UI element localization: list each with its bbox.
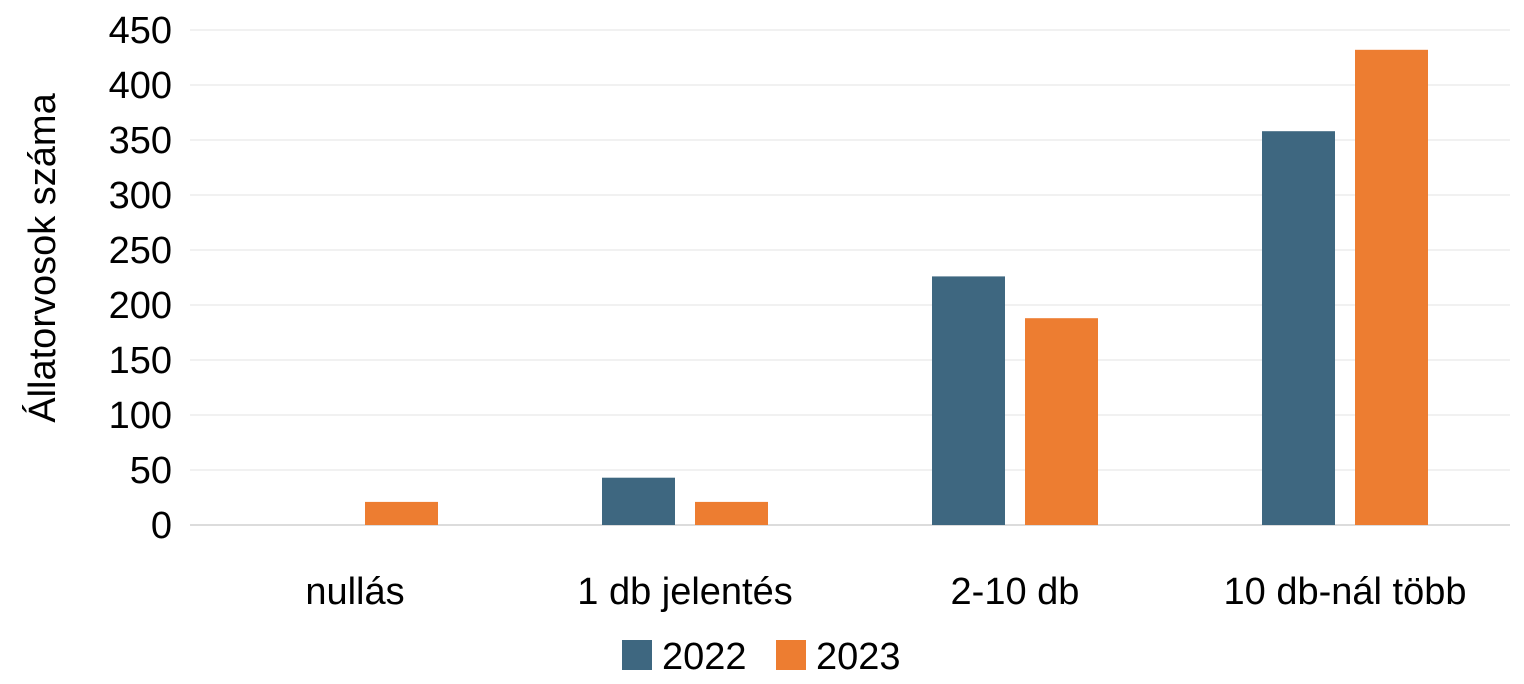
bars — [365, 49, 1428, 526]
y-tick-label: 350 — [109, 120, 172, 162]
y-tick-label: 450 — [109, 10, 172, 52]
y-tick-label: 150 — [109, 340, 172, 382]
bar-2023-1 — [695, 501, 768, 525]
legend-label-2023: 2023 — [816, 636, 901, 678]
x-tick-label: 2-10 db — [951, 571, 1080, 613]
gridlines — [190, 29, 1510, 526]
x-axis-ticks: nullás 1 db jelentés 2-10 db 10 db-nál több — [305, 571, 1466, 613]
bar-2022-3 — [1262, 131, 1335, 525]
y-tick-label: 300 — [109, 175, 172, 217]
y-tick-label: 100 — [109, 395, 172, 437]
y-axis-title: Állatorvosok száma — [21, 92, 64, 422]
y-tick-label: 200 — [109, 285, 172, 327]
x-tick-label: 10 db-nál több — [1224, 571, 1467, 613]
bar-2022-2 — [932, 276, 1005, 525]
y-axis-ticks: 0 50 100 150 200 250 300 350 400 450 — [109, 10, 172, 547]
legend-label-2022: 2022 — [662, 636, 747, 678]
legend: 2022 2023 — [622, 636, 901, 678]
x-tick-label: nullás — [305, 571, 404, 613]
bar-2023-3 — [1355, 49, 1428, 526]
y-tick-label: 0 — [151, 505, 172, 547]
y-tick-label: 400 — [109, 65, 172, 107]
legend-swatch-2022 — [622, 640, 652, 670]
bar-2023-0 — [365, 501, 438, 525]
x-tick-label: 1 db jelentés — [577, 571, 793, 613]
y-tick-label: 250 — [109, 230, 172, 272]
bar-2022-1 — [602, 477, 675, 525]
y-tick-label: 50 — [130, 450, 172, 492]
legend-swatch-2023 — [776, 640, 806, 670]
bar-2023-2 — [1025, 318, 1098, 525]
